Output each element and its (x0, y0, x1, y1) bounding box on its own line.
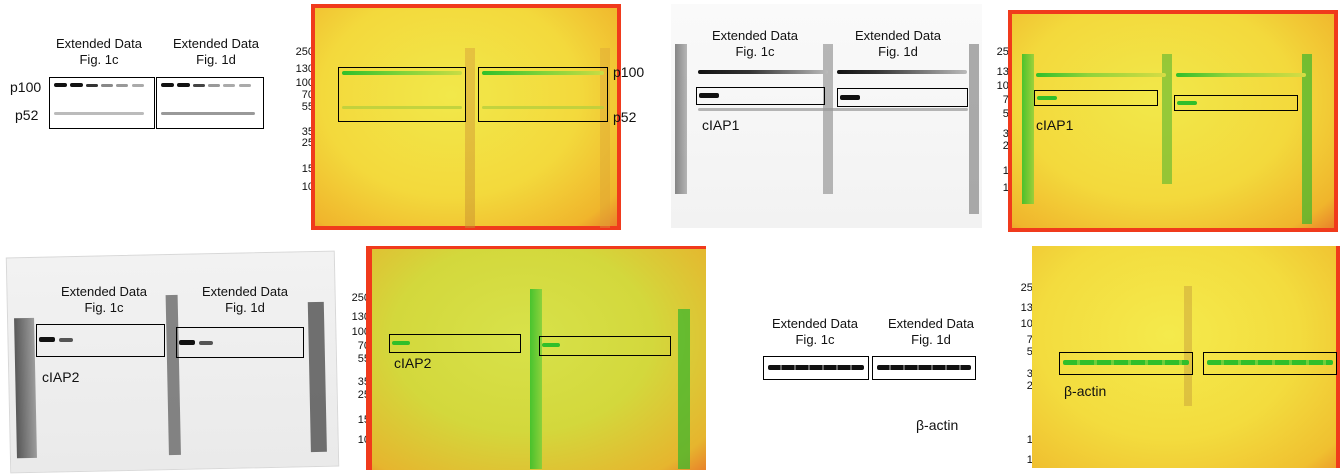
crop-box-ciap1-gray-right (837, 88, 968, 107)
crop-box-p100-right (478, 67, 608, 122)
header-ciap1-fig1c: Extended Data Fig. 1c (695, 28, 815, 60)
header-fig1c-line2: Fig. 1c (79, 52, 119, 67)
header-ciap1-fig1d-line2: Fig. 1d (878, 44, 918, 59)
header-ciap2-fig1c-line1: Extended Data (60, 284, 147, 299)
header-bactin-fig1d-line2: Fig. 1d (911, 332, 951, 347)
crop-box-bactin-color-left (1059, 352, 1193, 375)
marker-ciap2-100: 100 (351, 326, 370, 338)
label-p52-right: p52 (613, 109, 637, 125)
crop-box-ciap1-color-left (1034, 90, 1158, 106)
color-blot-p100 (311, 4, 621, 230)
label-bactin-color: β-actin (1064, 383, 1107, 399)
label-p100: p100 (10, 79, 42, 95)
label-ciap1-gray: cIAP1 (702, 117, 740, 133)
header-bactin-fig1c-line1: Extended Data (771, 316, 858, 331)
header-fig1c: Extended Data Fig. 1c (40, 36, 158, 68)
label-ciap1-color: cIAP1 (1036, 117, 1074, 133)
crop-box-fig1d (156, 77, 264, 129)
crop-box-bactin-fig1d (872, 356, 976, 380)
header-ciap2-fig1d: Extended Data Fig. 1d (186, 284, 304, 316)
label-ciap2-gray: cIAP2 (42, 369, 80, 385)
crop-box-fig1c (49, 77, 155, 129)
color-blot-ciap1 (1008, 10, 1338, 232)
header-bactin-fig1c: Extended Data Fig. 1c (756, 316, 874, 348)
color-blot-ciap2 (366, 246, 706, 470)
label-p100-right: p100 (613, 64, 645, 80)
label-bactin-cropped: β-actin (916, 417, 959, 433)
marker-130: 130 (295, 63, 314, 75)
header-bactin-fig1c-line2: Fig. 1c (795, 332, 835, 347)
marker-15: 15 (301, 163, 314, 175)
crop-box-ciap2-gray-left (36, 324, 165, 357)
crop-box-ciap1-color-right (1174, 95, 1298, 111)
header-ciap2-fig1d-line2: Fig. 1d (225, 300, 265, 315)
marker-55: 55 (301, 101, 314, 113)
header-ciap2-fig1c-line2: Fig. 1c (84, 300, 124, 315)
color-blot-bactin (1032, 246, 1340, 468)
label-p52: p52 (15, 107, 39, 123)
header-ciap2-fig1d-line1: Extended Data (201, 284, 288, 299)
header-ciap2-fig1c: Extended Data Fig. 1c (45, 284, 163, 316)
marker-35: 35 (301, 126, 314, 138)
header-fig1c-line1: Extended Data (55, 36, 142, 51)
crop-box-bactin-fig1c (763, 356, 869, 380)
marker-ciap2-130: 130 (351, 311, 370, 323)
marker-100: 100 (295, 77, 314, 89)
header-bactin-fig1d-line1: Extended Data (887, 316, 974, 331)
header-bactin-fig1d: Extended Data Fig. 1d (872, 316, 990, 348)
header-fig1d-line2: Fig. 1d (196, 52, 236, 67)
marker-10: 10 (301, 181, 314, 193)
crop-box-ciap2-color-left (389, 334, 521, 353)
crop-box-ciap2-gray-right (176, 327, 304, 358)
header-ciap1-fig1c-line2: Fig. 1c (735, 44, 775, 59)
gray-blot-ciap1 (671, 4, 982, 228)
crop-box-ciap1-gray-left (696, 87, 825, 105)
marker-70: 70 (301, 89, 314, 101)
marker-ciap2-250: 250 (351, 292, 370, 304)
crop-box-bactin-color-right (1203, 352, 1337, 375)
crop-box-ciap2-color-right (539, 336, 671, 356)
crop-box-p100-left (338, 67, 466, 122)
header-ciap1-fig1d: Extended Data Fig. 1d (838, 28, 958, 60)
header-ciap1-fig1c-line1: Extended Data (711, 28, 798, 43)
header-fig1d: Extended Data Fig. 1d (157, 36, 275, 68)
marker-250: 250 (295, 46, 314, 58)
label-ciap2-color: cIAP2 (394, 355, 432, 371)
header-fig1d-line1: Extended Data (172, 36, 259, 51)
marker-25: 25 (301, 137, 314, 149)
header-ciap1-fig1d-line1: Extended Data (854, 28, 941, 43)
